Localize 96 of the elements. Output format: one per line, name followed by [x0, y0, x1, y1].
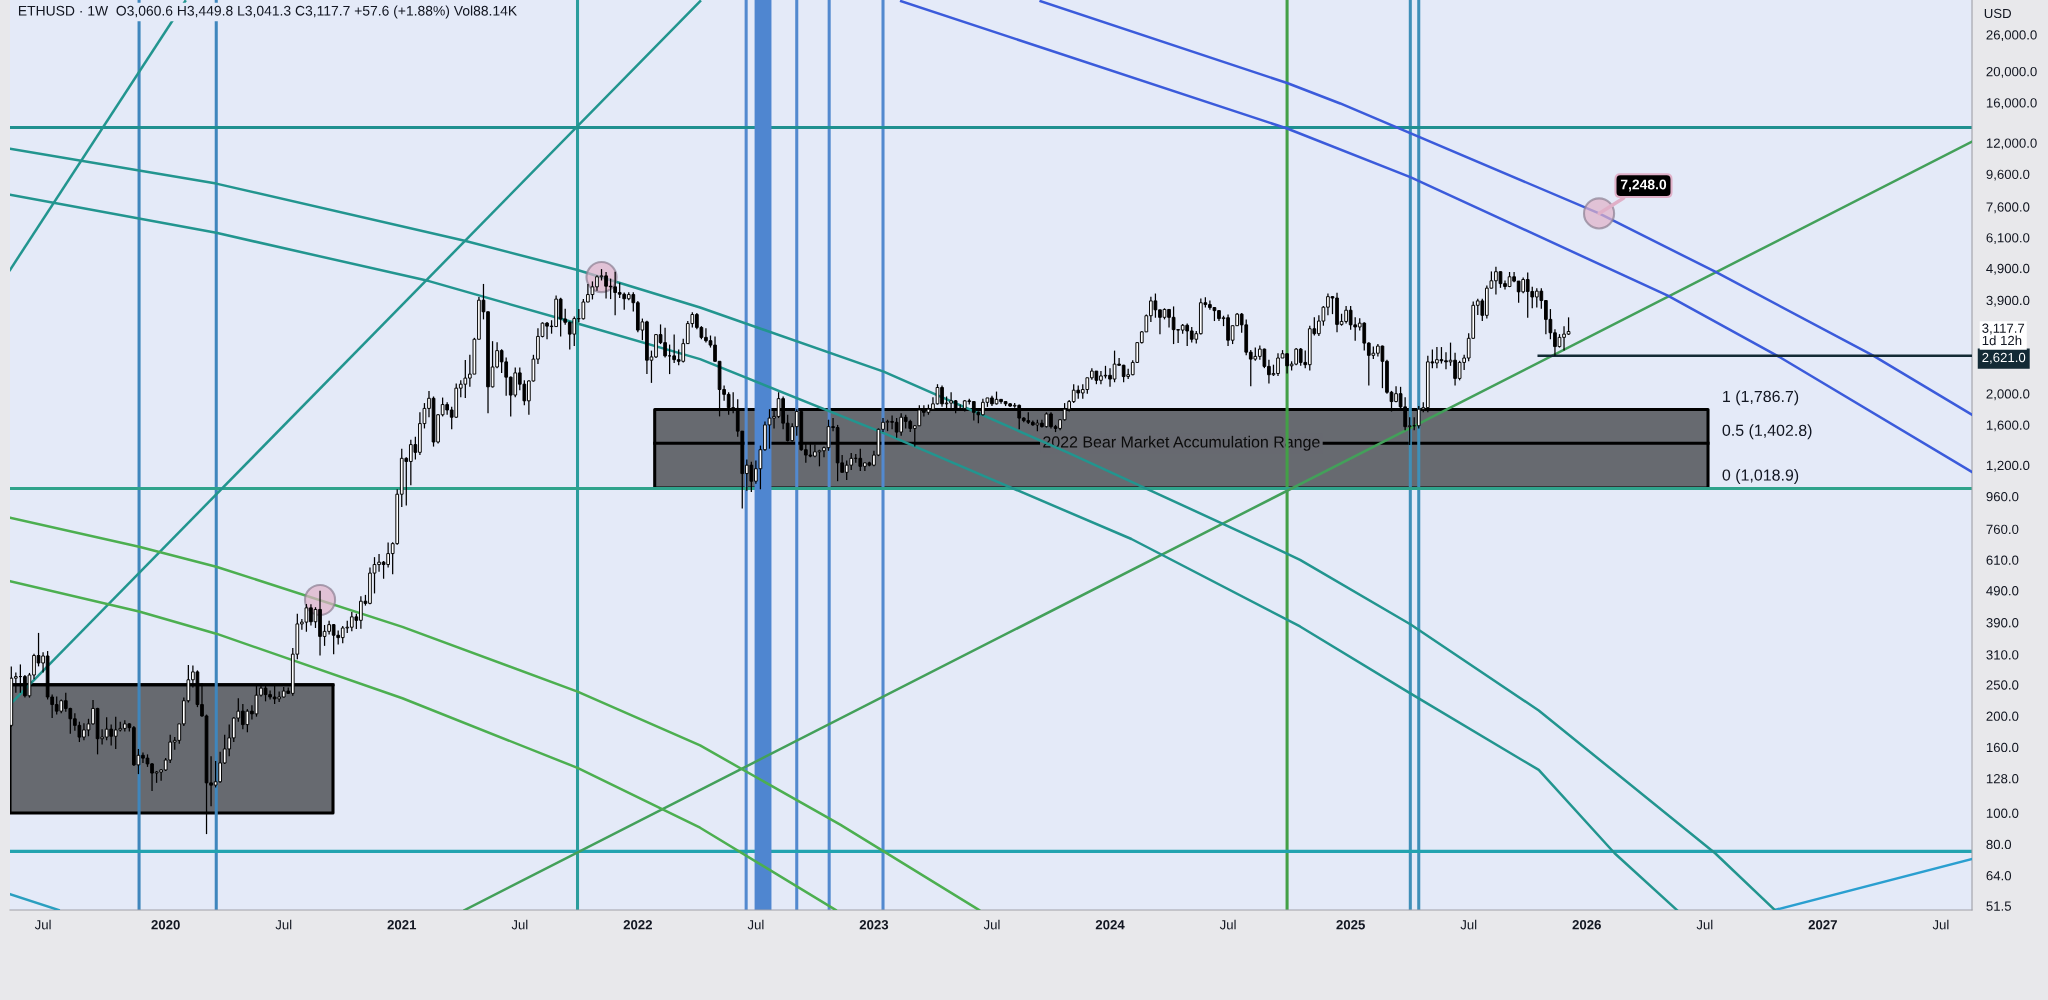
y-tick-label: 160.0 [1986, 742, 2019, 753]
y-axis-title: USD [1984, 8, 2011, 19]
y-tick-label: 1,600.0 [1986, 420, 2030, 432]
y-tick-label: 20,000.0 [1986, 66, 2037, 78]
candlestick [558, 297, 563, 338]
y-tick-label: 100.0 [1986, 808, 2019, 818]
y-tick-label: 7,600.0 [1986, 202, 2030, 214]
y-tick-label: 6,100.0 [1986, 233, 2030, 245]
candlestick [1362, 321, 1367, 352]
candlestick [858, 448, 863, 472]
y-tick-label: 310.0 [1986, 650, 2019, 660]
candlestick [54, 695, 59, 716]
candlestick [1171, 305, 1176, 345]
data-label: 7,248.0 [1620, 179, 1667, 192]
x-tick-label: Jul [34, 919, 51, 930]
x-tick-label: 2023 [859, 920, 889, 930]
x-tick-label: 2021 [387, 920, 417, 930]
annotation: 1 (1,786.7) [1723, 390, 1799, 406]
candlestick [349, 611, 354, 632]
y-tick-label: 64.0 [1986, 871, 2012, 881]
candlestick [1017, 403, 1022, 430]
x-tick-label: 2024 [1095, 920, 1125, 930]
y-tick-label: 12,000.0 [1986, 138, 2037, 150]
annotation: 0 (1,018.9) [1722, 469, 1799, 484]
y-tick-label: 51.5 [1986, 901, 2012, 911]
candlestick [463, 359, 468, 399]
candlestick [726, 391, 731, 416]
candlestick [590, 280, 595, 301]
candlestick [331, 623, 336, 655]
y-tick-label: 760.0 [1986, 524, 2019, 535]
candlestick [567, 320, 572, 351]
candlestick [109, 723, 114, 747]
point [1582, 197, 1616, 230]
line-series [10, 516, 981, 910]
candlestick [513, 366, 518, 398]
annotation: 0.5 (1,402.8) [1722, 424, 1812, 440]
candlestick [1348, 305, 1353, 331]
candlestick [1516, 280, 1521, 304]
y-tick-label: 200.0 [1986, 711, 2019, 721]
candlestick [844, 459, 849, 481]
candlestick [894, 417, 899, 439]
y-tick-label: 250.0 [1986, 680, 2019, 690]
y-tick-label: 2,000.0 [1986, 389, 2030, 401]
y-tick-label: 490.0 [1986, 586, 2019, 596]
x-tick-label: 2020 [151, 920, 180, 930]
y-tick-label: 4,900.0 [1986, 263, 2030, 275]
x-tick-label: Jul [983, 919, 1000, 930]
candlestick [1185, 322, 1190, 347]
x-tick-label: 2022 [623, 920, 652, 930]
candlestick [667, 343, 672, 375]
candlestick [572, 315, 577, 347]
y-tick-label: 3,900.0 [1986, 295, 2030, 307]
candlestick [104, 716, 109, 741]
y-tick-label: 960.0 [1986, 491, 2019, 502]
text: 3,117.7 1d 12h [1982, 323, 2025, 346]
candlestick [1153, 292, 1158, 319]
candlestick [1380, 344, 1385, 389]
candlestick [1525, 271, 1530, 319]
candlestick [245, 708, 250, 733]
candlestick [663, 327, 667, 359]
candlestick [1416, 405, 1421, 430]
x-tick-label: Jul [1219, 919, 1236, 930]
data-label: 2,621.0 [1982, 352, 2026, 364]
candlestick [499, 348, 504, 374]
x-tick-label: Jul [1696, 919, 1713, 930]
candlestick [1457, 360, 1462, 381]
y-tick-label: 80.0 [1986, 839, 2012, 850]
y-tick-label: 1,200.0 [1986, 460, 2030, 472]
candlestick [1112, 349, 1117, 383]
x-tick-label: Jul [511, 919, 528, 930]
x-tick-label: Jul [1460, 919, 1477, 930]
line-series [1039, 0, 1972, 417]
y-tick-label: 16,000.0 [1986, 98, 2037, 110]
x-tick-label: Jul [275, 919, 292, 930]
y-tick-label: 9,600.0 [1986, 169, 2030, 181]
x-tick-label: 2027 [1808, 920, 1837, 930]
chart-title: ETHUSD · 1W O3,060.6 H3,449.8 L3,041.3 C3,117.7 +57.6 (+1.88%) Vol88.14K [18, 5, 517, 19]
x-tick-label: 2026 [1572, 920, 1601, 930]
candlestick [113, 716, 118, 750]
candlestick [917, 404, 922, 427]
candlestick [304, 603, 309, 633]
y-tick-label: 128.0 [1986, 773, 2019, 784]
line-series [10, 579, 837, 910]
candlestick [749, 461, 754, 493]
candlestick [899, 412, 904, 437]
x-tick-label: Jul [747, 919, 764, 930]
y-tick-label: 610.0 [1986, 555, 2019, 565]
candlestick [672, 333, 677, 364]
candlestick [1534, 287, 1539, 309]
x-tick-label: 2025 [1336, 920, 1365, 930]
y-tick-label: 390.0 [1986, 618, 2019, 628]
candlestick [408, 439, 413, 486]
y-tick-label: 26,000.0 [1986, 30, 2037, 42]
candlestick [240, 703, 245, 730]
x-tick-label: Jul [1932, 919, 1949, 930]
candlestick [971, 400, 976, 422]
